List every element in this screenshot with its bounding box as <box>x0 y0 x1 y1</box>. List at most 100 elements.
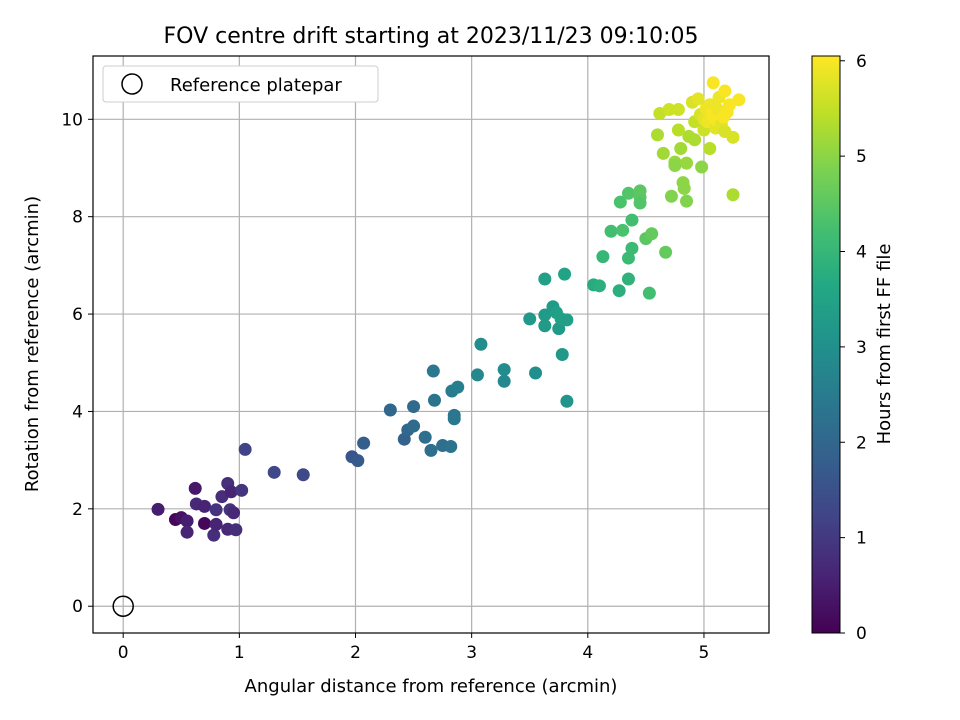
data-point <box>538 319 552 333</box>
data-point <box>188 481 202 495</box>
data-point <box>625 213 639 227</box>
data-point <box>633 196 647 210</box>
colorbar-tick-label: 3 <box>856 338 867 358</box>
data-point <box>207 528 221 542</box>
data-point <box>674 142 688 156</box>
data-point <box>560 313 574 327</box>
data-point <box>677 181 691 195</box>
data-point <box>198 499 212 513</box>
y-axis-ticks: 0 2 4 6 8 10 <box>61 110 93 617</box>
data-point <box>407 400 421 414</box>
data-point <box>538 308 552 322</box>
data-point <box>645 227 659 241</box>
colorbar: 0 1 2 3 4 5 6 Hours from first FF file <box>811 52 895 644</box>
data-point <box>642 286 656 300</box>
y-tick-label: 6 <box>72 305 83 325</box>
data-point <box>451 380 465 394</box>
data-point <box>267 465 281 479</box>
x-tick-label: 3 <box>466 643 477 663</box>
data-point <box>625 241 639 255</box>
data-point <box>426 364 440 378</box>
chart-title: FOV centre drift starting at 2023/11/23 … <box>164 24 699 49</box>
data-point <box>470 368 484 382</box>
data-point <box>671 123 685 137</box>
data-point <box>555 347 569 361</box>
data-point <box>424 443 438 457</box>
colorbar-tick-label: 1 <box>856 529 867 549</box>
data-point <box>447 412 461 426</box>
x-tick-label: 2 <box>350 643 361 663</box>
colorbar-tick-label: 2 <box>856 433 867 453</box>
data-point <box>209 503 223 517</box>
data-point <box>180 514 194 528</box>
data-point <box>180 525 194 539</box>
y-tick-label: 10 <box>61 110 83 130</box>
y-tick-label: 2 <box>72 500 83 520</box>
data-point <box>229 523 243 537</box>
legend: Reference platepar <box>102 65 379 103</box>
x-tick-label: 1 <box>234 643 245 663</box>
data-point <box>224 485 238 499</box>
grid-lines <box>93 56 769 633</box>
x-tick-label: 5 <box>699 643 710 663</box>
data-point <box>726 130 740 144</box>
data-point <box>718 84 732 98</box>
data-point <box>616 223 630 237</box>
x-axis-label: Angular distance from reference (arcmin) <box>245 676 618 697</box>
y-tick-label: 0 <box>72 597 83 617</box>
data-point <box>688 133 702 147</box>
data-point <box>691 92 705 106</box>
legend-marker <box>121 73 143 95</box>
colorbar-tick-label: 5 <box>856 147 867 167</box>
data-point <box>497 363 511 377</box>
data-point <box>427 393 441 407</box>
data-point <box>668 159 682 173</box>
data-point <box>613 195 627 209</box>
x-tick-label: 0 <box>118 643 129 663</box>
data-point <box>418 430 432 444</box>
data-points <box>151 76 746 542</box>
data-point <box>198 516 212 530</box>
data-point <box>596 250 610 264</box>
data-point <box>407 419 421 433</box>
y-tick-label: 4 <box>72 402 83 422</box>
data-point <box>612 284 626 298</box>
data-point <box>529 366 543 380</box>
legend-label: Reference platepar <box>170 75 342 96</box>
colorbar-tick-label: 0 <box>856 624 867 644</box>
colorbar-tick-label: 4 <box>856 243 867 263</box>
data-point <box>732 93 746 107</box>
reference-marker <box>112 595 134 617</box>
data-point <box>592 279 606 293</box>
data-point <box>706 76 720 90</box>
data-point <box>235 483 249 497</box>
data-point <box>209 517 223 531</box>
data-point <box>703 142 717 156</box>
x-tick-label: 4 <box>582 643 593 663</box>
data-point <box>497 374 511 388</box>
data-point <box>656 146 670 160</box>
data-point <box>726 188 740 202</box>
data-point <box>621 272 635 286</box>
data-point <box>238 442 252 456</box>
data-point <box>558 267 572 281</box>
legend-box <box>102 65 379 103</box>
data-point <box>560 394 574 408</box>
colorbar-tick-label: 6 <box>856 52 867 72</box>
data-point <box>604 224 618 238</box>
colorbar-ticks: 0 1 2 3 4 5 6 <box>840 52 867 644</box>
data-point <box>664 189 678 203</box>
data-point <box>680 156 694 170</box>
data-point <box>351 454 365 468</box>
reference-point <box>112 595 134 617</box>
data-point <box>538 272 552 286</box>
data-point <box>383 403 397 417</box>
x-axis-ticks: 0 1 2 3 4 5 <box>118 633 710 663</box>
data-point <box>621 186 635 200</box>
data-point <box>444 440 458 454</box>
data-point <box>671 103 685 117</box>
data-point <box>680 194 694 208</box>
y-tick-label: 8 <box>72 208 83 228</box>
colorbar-gradient <box>811 55 841 634</box>
